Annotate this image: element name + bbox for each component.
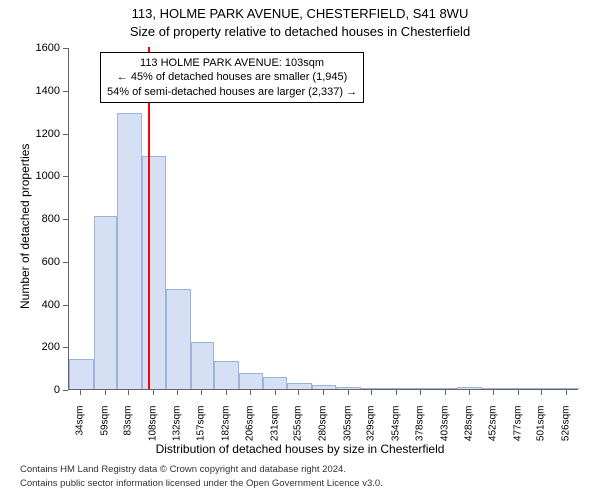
xtick-label: 59sqm — [99, 406, 110, 450]
xtick-mark — [420, 390, 421, 395]
xtick-label: 83sqm — [123, 406, 134, 450]
xtick-label: 305sqm — [342, 406, 353, 450]
annotation-line3: 54% of semi-detached houses are larger (… — [107, 85, 357, 99]
ytick-label: 800 — [30, 213, 60, 225]
histogram-bar — [409, 388, 434, 389]
ytick-label: 0 — [30, 384, 60, 396]
xtick-mark — [469, 390, 470, 395]
xtick-label: 182sqm — [221, 406, 232, 450]
histogram-bar — [434, 388, 458, 389]
xtick-mark — [177, 390, 178, 395]
xtick-label: 501sqm — [536, 406, 547, 450]
ytick-label: 400 — [30, 299, 60, 311]
xtick-label: 280sqm — [318, 406, 329, 450]
xtick-label: 403sqm — [439, 406, 450, 450]
xtick-mark — [275, 390, 276, 395]
xtick-label: 378sqm — [414, 406, 425, 450]
xtick-mark — [323, 390, 324, 395]
annotation-line1: 113 HOLME PARK AVENUE: 103sqm — [107, 56, 357, 70]
xtick-label: 34sqm — [74, 406, 85, 450]
histogram-bar — [166, 289, 191, 389]
xtick-mark — [105, 390, 106, 395]
xtick-mark — [493, 390, 494, 395]
histogram-bar — [94, 216, 118, 389]
xtick-mark — [541, 390, 542, 395]
xtick-label: 132sqm — [171, 406, 182, 450]
ytick-mark — [63, 219, 68, 220]
annotation-box: 113 HOLME PARK AVENUE: 103sqm ← 45% of d… — [100, 52, 364, 103]
xtick-mark — [348, 390, 349, 395]
xtick-label: 108sqm — [148, 406, 159, 450]
ytick-label: 1200 — [30, 128, 60, 140]
histogram-bar — [191, 342, 215, 389]
ytick-mark — [63, 390, 68, 391]
ytick-mark — [63, 48, 68, 49]
chart-title-line1: 113, HOLME PARK AVENUE, CHESTERFIELD, S4… — [0, 6, 600, 21]
xtick-label: 526sqm — [561, 406, 572, 450]
histogram-bar — [506, 388, 531, 389]
xtick-mark — [445, 390, 446, 395]
annotation-line2: ← 45% of detached houses are smaller (1,… — [107, 70, 357, 84]
histogram-bar — [117, 113, 142, 389]
histogram-bar — [312, 385, 336, 389]
y-axis-label: Number of detached properties — [18, 144, 32, 309]
histogram-bar — [142, 156, 166, 389]
xtick-mark — [396, 390, 397, 395]
xtick-label: 231sqm — [269, 406, 280, 450]
ytick-mark — [63, 347, 68, 348]
xtick-label: 329sqm — [366, 406, 377, 450]
xtick-mark — [518, 390, 519, 395]
histogram-bar — [361, 388, 385, 389]
xtick-label: 157sqm — [196, 406, 207, 450]
xtick-mark — [153, 390, 154, 395]
footer-line1: Contains HM Land Registry data © Crown c… — [20, 464, 346, 475]
histogram-bar — [457, 387, 482, 389]
histogram-bar — [384, 388, 409, 389]
xtick-label: 255sqm — [293, 406, 304, 450]
xtick-mark — [80, 390, 81, 395]
ytick-label: 1000 — [30, 170, 60, 182]
ytick-mark — [63, 262, 68, 263]
histogram-bar — [263, 377, 288, 389]
histogram-bar — [214, 361, 239, 389]
xtick-mark — [298, 390, 299, 395]
histogram-bar — [555, 388, 579, 389]
histogram-bar — [336, 387, 361, 389]
histogram-bar — [69, 359, 94, 389]
ytick-label: 1600 — [30, 42, 60, 54]
xtick-mark — [371, 390, 372, 395]
xtick-label: 354sqm — [391, 406, 402, 450]
chart-title-line2: Size of property relative to detached ho… — [0, 24, 600, 39]
ytick-mark — [63, 91, 68, 92]
histogram-bar — [482, 388, 506, 389]
xtick-mark — [226, 390, 227, 395]
histogram-bar — [287, 383, 312, 389]
xtick-mark — [201, 390, 202, 395]
histogram-bar — [531, 388, 556, 389]
ytick-label: 200 — [30, 341, 60, 353]
ytick-label: 600 — [30, 256, 60, 268]
xtick-mark — [566, 390, 567, 395]
ytick-mark — [63, 176, 68, 177]
xtick-label: 206sqm — [244, 406, 255, 450]
footer-line2: Contains public sector information licen… — [20, 478, 383, 489]
xtick-label: 428sqm — [464, 406, 475, 450]
histogram-bar — [239, 373, 263, 389]
xtick-label: 452sqm — [488, 406, 499, 450]
ytick-mark — [63, 305, 68, 306]
chart-container: 113, HOLME PARK AVENUE, CHESTERFIELD, S4… — [0, 0, 600, 500]
xtick-mark — [128, 390, 129, 395]
xtick-label: 477sqm — [512, 406, 523, 450]
ytick-mark — [63, 134, 68, 135]
ytick-label: 1400 — [30, 85, 60, 97]
xtick-mark — [250, 390, 251, 395]
